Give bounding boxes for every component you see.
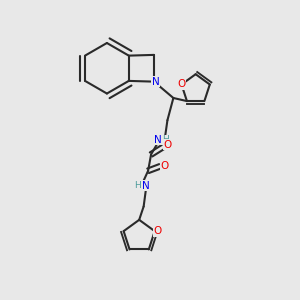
Text: N: N [152,76,159,87]
Text: O: O [160,161,169,171]
Text: O: O [177,80,186,89]
Text: N: N [142,181,150,191]
Text: H: H [134,181,141,190]
Text: O: O [154,226,162,236]
Text: O: O [163,140,172,150]
Text: H: H [163,135,169,144]
Text: N: N [154,135,162,145]
